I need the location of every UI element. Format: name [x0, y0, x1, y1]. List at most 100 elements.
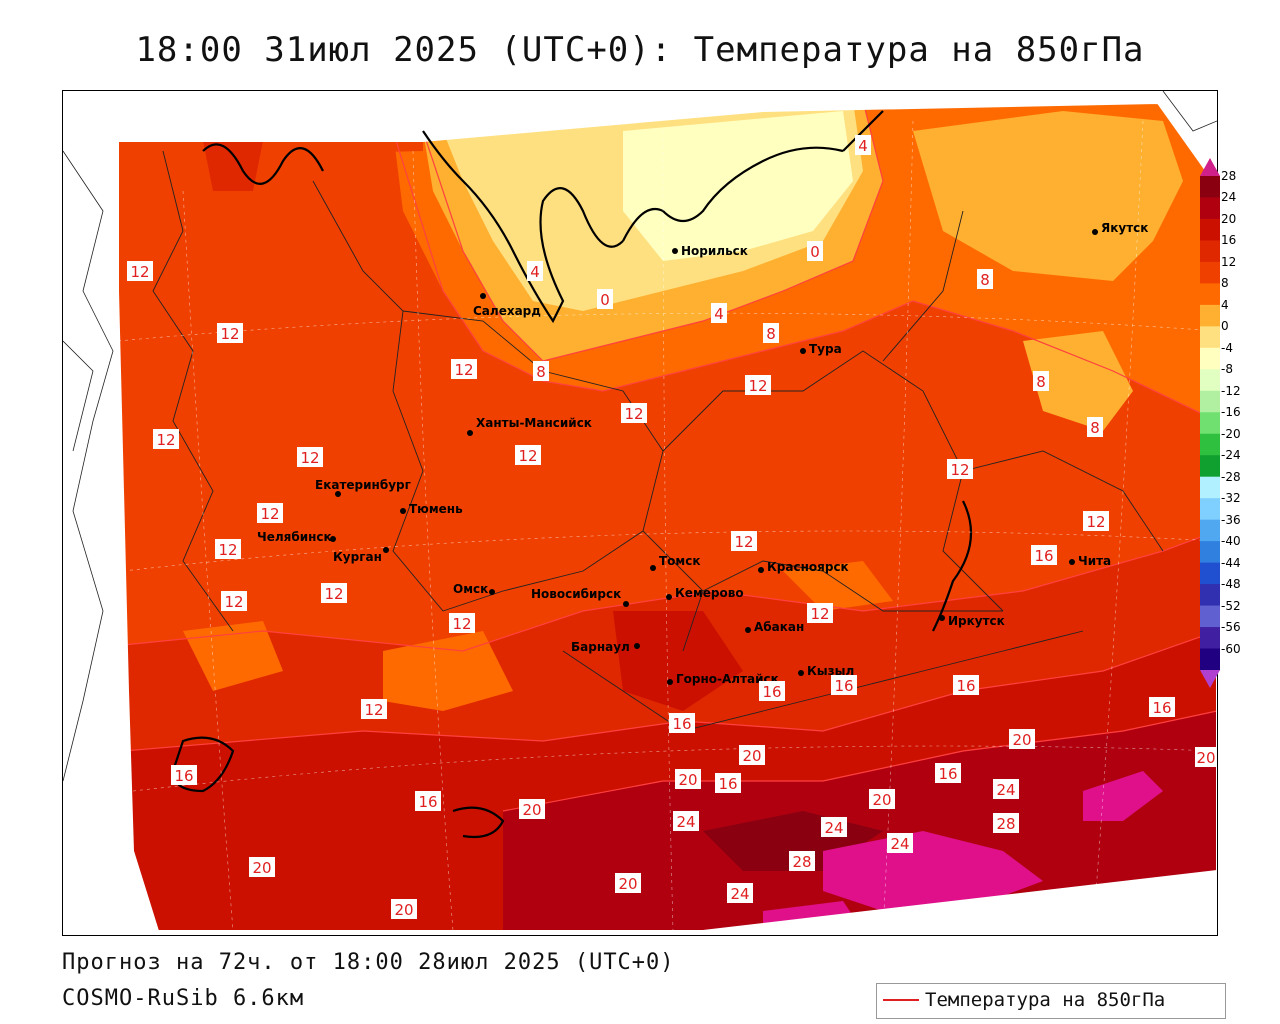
colorbar-min-arrow — [1200, 670, 1220, 688]
contour-label: 12 — [451, 359, 477, 379]
contour-label: 12 — [297, 447, 323, 467]
svg-text:12: 12 — [130, 263, 149, 281]
svg-text:Якутск: Якутск — [1101, 221, 1148, 235]
svg-text:Горно-Алтайск: Горно-Алтайск — [676, 672, 779, 686]
svg-text:8: 8 — [536, 363, 546, 381]
colorbar-tick-label: -48 — [1221, 577, 1241, 592]
svg-text:Салехард: Салехард — [473, 304, 541, 318]
contour-label: 12 — [1083, 511, 1109, 531]
contour-label: 24 — [993, 779, 1019, 799]
svg-text:12: 12 — [748, 377, 767, 395]
city-krasnoyarsk: Красноярск — [758, 560, 849, 574]
svg-text:16: 16 — [174, 767, 193, 785]
region-borders — [152, 150, 1164, 732]
svg-text:8: 8 — [766, 325, 776, 343]
svg-text:12: 12 — [156, 431, 175, 449]
svg-text:Чита: Чита — [1078, 554, 1111, 568]
city-tomsk: Томск — [650, 554, 701, 571]
svg-text:Новосибирск: Новосибирск — [531, 587, 621, 601]
svg-text:12: 12 — [220, 325, 239, 343]
svg-text:12: 12 — [364, 701, 383, 719]
model-name: COSMO-RuSib 6.6км — [62, 986, 305, 1011]
svg-text:16: 16 — [834, 677, 853, 695]
svg-text:24: 24 — [824, 819, 843, 837]
colorbar-tick-label: 8 — [1221, 276, 1229, 291]
contour-label: 12 — [731, 531, 757, 551]
colorbar-tick-label: -40 — [1221, 534, 1241, 549]
contour-label: 28 — [789, 851, 815, 871]
contour-label: 12 — [449, 613, 475, 633]
contour-label: 16 — [759, 681, 785, 701]
colorbar-swatch — [1200, 261, 1220, 284]
contour-label: 12 — [153, 429, 179, 449]
svg-text:20: 20 — [618, 875, 637, 893]
svg-text:28: 28 — [996, 815, 1015, 833]
contour-label: 20 — [739, 745, 765, 765]
legend-line — [883, 999, 919, 1001]
colorbar-tick-label: 4 — [1221, 297, 1229, 312]
city-tyumen: Тюмень — [400, 502, 463, 516]
svg-text:16: 16 — [762, 683, 781, 701]
outside-domain-borders — [63, 91, 1217, 782]
colorbar-swatch — [1200, 283, 1220, 306]
svg-text:Иркутск: Иркутск — [948, 614, 1005, 628]
city-omsk: Омск — [453, 582, 495, 596]
svg-text:20: 20 — [678, 771, 697, 789]
svg-text:Челябинск: Челябинск — [257, 530, 332, 544]
colorbar-swatch — [1200, 218, 1220, 241]
city-yekaterinburg: Екатеринбург — [315, 478, 411, 497]
colorbar-tick-label: 12 — [1221, 254, 1237, 269]
colorbar-swatch — [1200, 648, 1220, 671]
svg-text:12: 12 — [300, 449, 319, 467]
contour-label: 16 — [953, 675, 979, 695]
contour-label: 12 — [257, 503, 283, 523]
contour-label: 16 — [1149, 697, 1175, 717]
forecast-info: Прогноз на 72ч. от 18:00 28июл 2025 (UTC… — [62, 950, 675, 975]
svg-text:12: 12 — [1086, 513, 1105, 531]
svg-text:Красноярск: Красноярск — [767, 560, 849, 574]
svg-text:8: 8 — [1036, 373, 1046, 391]
contour-label: 12 — [621, 403, 647, 423]
colorbar-tick-label: -20 — [1221, 426, 1241, 441]
svg-text:20: 20 — [252, 859, 271, 877]
contour-label: 24 — [673, 811, 699, 831]
contour-label: 8 — [763, 323, 779, 343]
colorbar-tick-label: 24 — [1221, 190, 1237, 205]
contour-label: 12 — [807, 603, 833, 623]
contour-value-labels: 4 4 0 0 4 8 8 8 8 8 12 12 12 12 12 12 12… — [127, 135, 1217, 919]
contour-label: 12 — [127, 261, 153, 281]
contour-label: 8 — [977, 269, 993, 289]
city-chelyabinsk: Челябинск — [257, 530, 336, 544]
svg-text:12: 12 — [810, 605, 829, 623]
svg-text:16: 16 — [418, 793, 437, 811]
colorbar — [1200, 158, 1220, 688]
svg-text:16: 16 — [956, 677, 975, 695]
contour-label: 12 — [215, 539, 241, 559]
contour-label: 20 — [1195, 747, 1217, 767]
svg-text:12: 12 — [734, 533, 753, 551]
svg-text:16: 16 — [1034, 547, 1053, 565]
svg-text:28: 28 — [792, 853, 811, 871]
svg-text:20: 20 — [1196, 749, 1215, 767]
svg-text:8: 8 — [1090, 419, 1100, 437]
svg-text:24: 24 — [730, 885, 749, 903]
temperature-map[interactable]: Норильск Салехард Якутск Тура Ханты-Манс… — [62, 90, 1218, 936]
contour-label: 12 — [515, 445, 541, 465]
contour-label: 24 — [727, 883, 753, 903]
colorbar-tick-label: -60 — [1221, 641, 1241, 656]
contour-label: 12 — [947, 459, 973, 479]
colorbar-swatch — [1200, 326, 1220, 349]
colorbar-swatch — [1200, 541, 1220, 564]
city-chita: Чита — [1069, 554, 1111, 568]
svg-text:0: 0 — [810, 243, 820, 261]
colorbar-tick-label: -24 — [1221, 448, 1241, 463]
contour-label: 12 — [745, 375, 771, 395]
svg-text:20: 20 — [1012, 731, 1031, 749]
contour-label: 12 — [221, 591, 247, 611]
svg-text:12: 12 — [518, 447, 537, 465]
contour-label: 28 — [993, 813, 1019, 833]
city-kurgan: Курган — [333, 547, 389, 564]
contour-label: 12 — [361, 699, 387, 719]
city-khanty-mansiysk: Ханты-Мансийск — [467, 416, 592, 436]
svg-text:16: 16 — [718, 775, 737, 793]
